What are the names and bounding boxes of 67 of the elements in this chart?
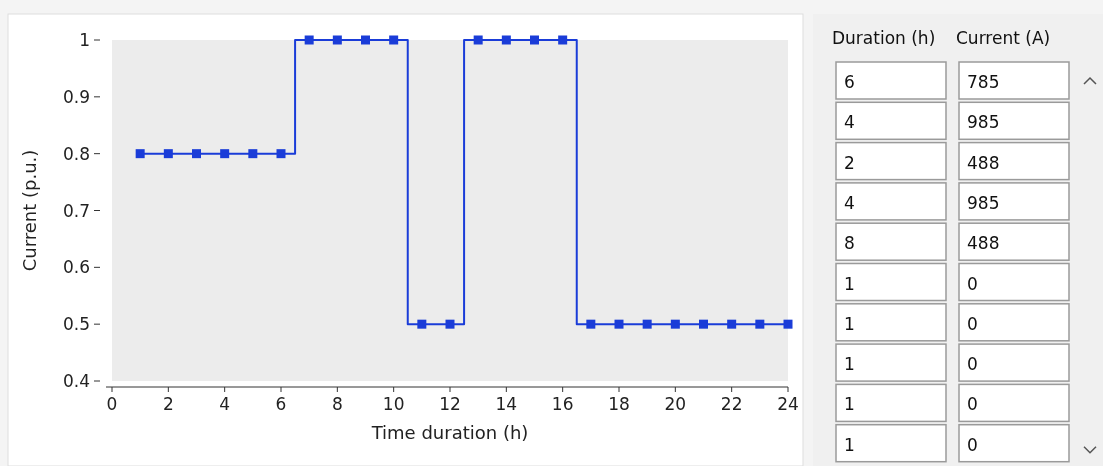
x-tick-label: 10 bbox=[382, 394, 405, 414]
point bbox=[135, 149, 145, 159]
point bbox=[614, 319, 624, 329]
x-axis-title: Time duration (h) bbox=[370, 422, 529, 443]
point bbox=[332, 35, 342, 45]
point bbox=[727, 319, 737, 329]
text: 6 bbox=[844, 72, 855, 92]
category-label: Current (A) bbox=[956, 28, 1051, 48]
y-axis-title: Current (p.u.) bbox=[19, 149, 40, 272]
x-tick-label: 8 bbox=[331, 394, 343, 414]
text: 1 bbox=[844, 313, 855, 334]
y-tick-label: 0.4 bbox=[62, 371, 90, 391]
point bbox=[501, 35, 511, 45]
point bbox=[248, 149, 258, 159]
text: 2 bbox=[844, 152, 855, 173]
text: 0 bbox=[967, 354, 978, 375]
point bbox=[558, 35, 568, 45]
y-tick-label: 0.5 bbox=[62, 314, 90, 335]
point bbox=[783, 319, 793, 329]
y-tick-label: 0.7 bbox=[62, 200, 90, 221]
text: 985 bbox=[967, 112, 1000, 133]
x-tick-label: 14 bbox=[495, 394, 518, 414]
text: 985 bbox=[967, 192, 1000, 213]
x-tick-label: 6 bbox=[275, 394, 287, 414]
point bbox=[699, 319, 708, 329]
point bbox=[755, 319, 765, 329]
point bbox=[389, 35, 399, 45]
y-tick-label: 0.6 bbox=[62, 257, 90, 278]
text: 1 bbox=[844, 354, 855, 375]
x-tick-label: 24 bbox=[777, 394, 799, 414]
text: 0 bbox=[967, 273, 978, 294]
y-tick-label: 0.8 bbox=[62, 143, 90, 164]
text: 0 bbox=[967, 313, 978, 334]
point bbox=[192, 149, 201, 159]
text: 1 bbox=[844, 273, 855, 294]
text: 0 bbox=[967, 434, 978, 455]
point bbox=[586, 319, 596, 329]
text: 1 bbox=[844, 394, 855, 415]
x-tick-label: 16 bbox=[551, 394, 574, 414]
category-label: Duration (h) bbox=[832, 28, 936, 48]
text: 8 bbox=[844, 233, 855, 254]
y-tick-label: 1 bbox=[79, 30, 90, 50]
text: 4 bbox=[844, 192, 855, 213]
point bbox=[417, 319, 427, 329]
point bbox=[276, 149, 286, 159]
x-tick-label: 20 bbox=[664, 394, 687, 414]
x-tick-label: 4 bbox=[219, 394, 231, 414]
x-tick-label: 18 bbox=[608, 394, 630, 414]
x-tick-label: 22 bbox=[720, 394, 743, 414]
text: 488 bbox=[967, 233, 1000, 254]
point bbox=[530, 35, 539, 45]
point bbox=[473, 35, 483, 45]
point bbox=[642, 319, 652, 329]
point bbox=[670, 319, 680, 329]
point bbox=[445, 319, 455, 329]
point bbox=[304, 35, 314, 45]
text: 785 bbox=[967, 72, 1000, 92]
text: 1 bbox=[844, 434, 855, 455]
x-tick-label: 2 bbox=[162, 394, 174, 414]
text: 488 bbox=[967, 152, 1000, 173]
x-tick-label: 12 bbox=[439, 394, 461, 414]
x-tick-label: 0 bbox=[106, 394, 118, 414]
point bbox=[163, 149, 173, 159]
y-tick-label: 0.9 bbox=[62, 86, 90, 107]
text: 4 bbox=[844, 112, 855, 133]
point bbox=[220, 149, 230, 159]
point bbox=[361, 35, 370, 45]
